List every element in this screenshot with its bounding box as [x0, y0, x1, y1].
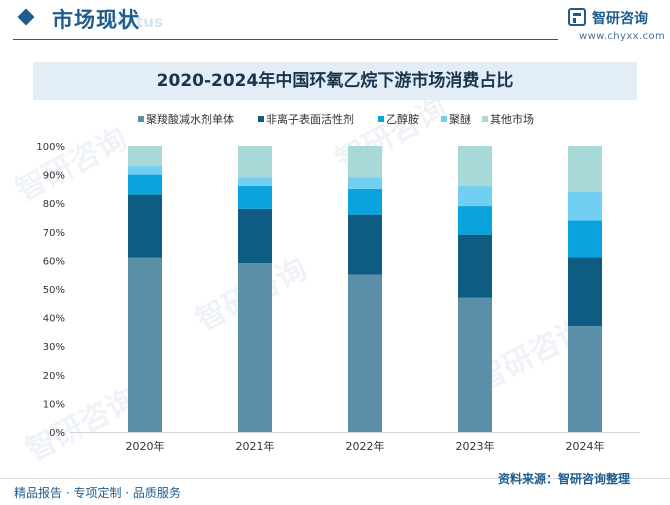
- logo-icon: [568, 8, 586, 26]
- legend-swatch: [441, 116, 447, 122]
- bar-segment: [348, 274, 382, 432]
- bar-segment: [238, 146, 272, 178]
- footer-tagline: 精品报告 · 专项定制 · 品质服务: [14, 486, 181, 500]
- bar-segment: [128, 166, 162, 175]
- bar-segment: [128, 174, 162, 195]
- logo-url: www.chyxx.com: [579, 31, 666, 42]
- bar-segment: [238, 208, 272, 264]
- y-tick-label: 0%: [49, 428, 65, 439]
- legend-label: 乙醇胺: [386, 113, 419, 126]
- y-tick-label: 90%: [43, 171, 65, 182]
- header-divider: [13, 39, 558, 40]
- legend-label: 聚羧酸减水剂单体: [146, 113, 234, 126]
- x-tick-label: 2024年: [566, 439, 605, 453]
- y-tick-label: 100%: [36, 142, 65, 153]
- bar-segment: [568, 326, 602, 432]
- legend-swatch: [378, 116, 384, 122]
- y-tick-label: 10%: [43, 399, 65, 410]
- bar-segment: [348, 188, 382, 215]
- section-title: 市场现状: [52, 8, 140, 32]
- legend-label: 其他市场: [490, 113, 534, 126]
- x-tick-label: 2021年: [236, 439, 275, 453]
- legend-swatch: [258, 116, 264, 122]
- footer-divider: [0, 478, 670, 479]
- section-subtitle: Status: [108, 13, 163, 31]
- bar-segment: [348, 146, 382, 178]
- y-tick-label: 40%: [43, 314, 65, 325]
- y-tick-label: 50%: [43, 285, 65, 296]
- y-tick-label: 70%: [43, 228, 65, 239]
- y-tick-label: 80%: [43, 199, 65, 210]
- x-tick-label: 2020年: [126, 439, 165, 453]
- bar-segment: [238, 263, 272, 432]
- x-tick-label: 2023年: [456, 439, 495, 453]
- logo-name: 智研咨询: [592, 11, 648, 27]
- y-tick-label: 20%: [43, 371, 65, 382]
- y-tick-label: 30%: [43, 342, 65, 353]
- bar-segment: [238, 186, 272, 209]
- legend-label: 非离子表面活性剂: [266, 113, 354, 126]
- bar-segment: [458, 297, 492, 432]
- bar-segment: [458, 206, 492, 235]
- bar-segment: [568, 257, 602, 327]
- legend-swatch: [482, 116, 488, 122]
- bar-segment: [568, 191, 602, 221]
- bar-segment: [348, 214, 382, 275]
- x-tick-label: 2022年: [346, 439, 385, 453]
- chart-title-band: 2020-2024年中国环氧乙烷下游市场消费占比: [33, 62, 637, 100]
- y-tick-label: 60%: [43, 256, 65, 267]
- bar-segment: [568, 146, 602, 192]
- bar-segment: [128, 146, 162, 167]
- bar-segment: [128, 194, 162, 258]
- legend-label: 聚醚: [449, 113, 471, 126]
- bar-segment: [128, 257, 162, 432]
- bar-segment: [458, 234, 492, 298]
- bar-segment: [458, 186, 492, 207]
- bar-segment: [348, 177, 382, 189]
- legend-swatch: [138, 116, 144, 122]
- source-note: 资料来源：智研咨询整理: [498, 472, 631, 486]
- bar-segment: [458, 146, 492, 187]
- chart-title: 2020-2024年中国环氧乙烷下游市场消费占比: [156, 71, 514, 91]
- header: Status 市场现状 智研咨询 www.chyxx.com: [0, 0, 670, 44]
- bar-segment: [238, 177, 272, 187]
- bar-segment: [568, 220, 602, 258]
